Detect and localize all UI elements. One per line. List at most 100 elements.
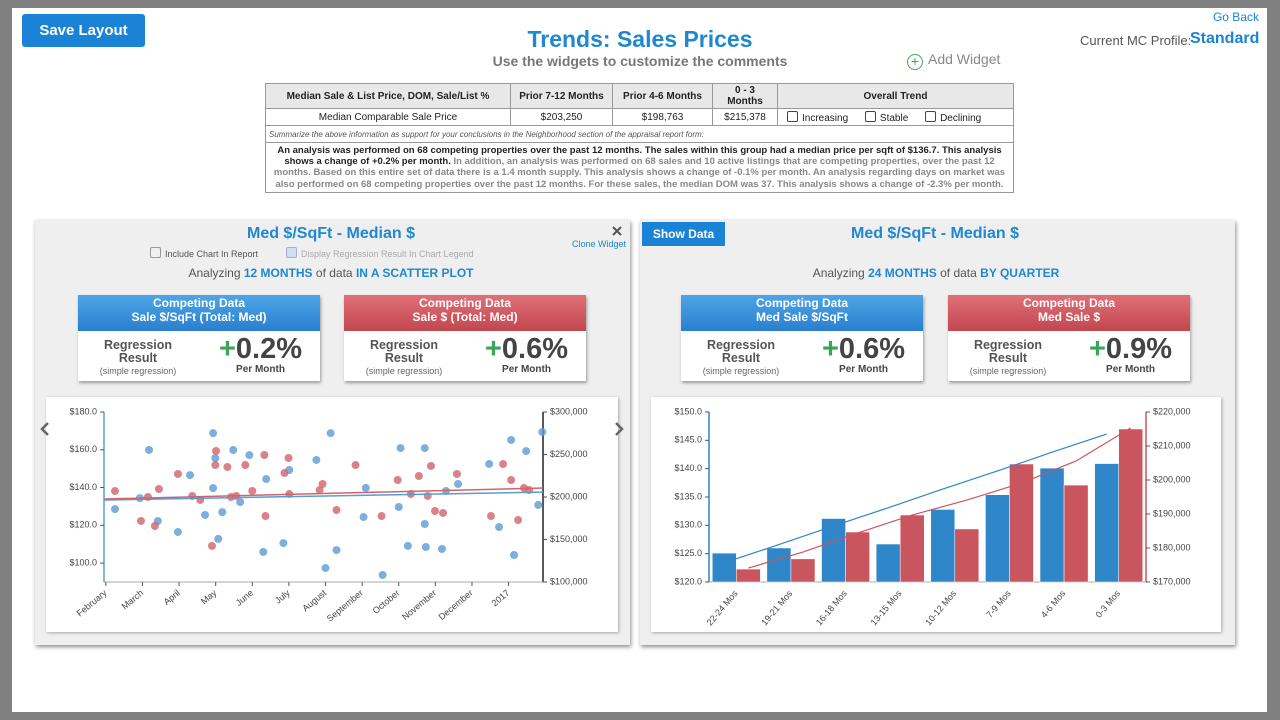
stat-card: Competing Data Med Sale $/SqFt Regression … [681, 295, 923, 381]
trend-options: Increasing Stable Declining [777, 108, 1014, 126]
card-unit: Per Month [502, 364, 551, 375]
scatter-point [522, 447, 531, 456]
bar [1118, 428, 1143, 583]
option-label: Include Chart In Report [165, 249, 259, 259]
show-data-button[interactable]: Show Data [642, 222, 725, 246]
header-cell: 0 - 3 Months [712, 83, 778, 109]
page-subtitle: Use the widgets to customize the comment… [492, 53, 788, 69]
value: 0.6% [501, 333, 569, 365]
profile-label: Current MC Profile: [1080, 33, 1192, 48]
y2-tick-label: $100,000 [550, 576, 588, 586]
card-header: Competing Data Sale $ (Total: Med) [344, 295, 586, 331]
x-tick-label: 7-9 Mos [984, 588, 1013, 620]
bar-chart: $120.0 $125.0 $130.0 $135.0 $140.0 $145.0 $150… [674, 406, 1191, 627]
scatter-point [321, 564, 330, 573]
bar [899, 514, 925, 583]
table-row: Median Comparable Sale Price $203,250 $1… [265, 108, 1014, 126]
checkbox[interactable] [150, 247, 161, 258]
add-widget-label[interactable]: Add Widget [928, 51, 1001, 67]
widget-title: Med $/SqFt - Median $ [246, 225, 415, 242]
text: Analyzing [812, 266, 865, 280]
card-header-line: Competing Data [418, 296, 511, 310]
bar [821, 518, 846, 583]
summary-bold: An analysis was performed on 68 competin… [277, 145, 1002, 168]
card-label: Regression Result [973, 338, 1043, 365]
card-value: +0.9% [1078, 333, 1183, 366]
scatter-point [452, 469, 461, 478]
scatter-point [218, 508, 227, 517]
card-header: Competing Data Med Sale $ [948, 295, 1190, 331]
prev-arrow[interactable] [38, 421, 52, 437]
bar [1009, 463, 1034, 583]
x-tick-label: 4-6 Mos [1039, 588, 1068, 620]
y2-tick-label: $180,000 [1153, 542, 1191, 552]
option[interactable]: Include Chart In Report [150, 247, 258, 259]
scatter-point [514, 516, 523, 525]
close-icon[interactable] [611, 225, 623, 237]
x-tick-label: 0-3 Mos [1093, 588, 1122, 620]
card-header-line: Sale $/SqFt (Total: Med) [131, 310, 267, 324]
option-label: Display Regression Result In Chart Legen… [301, 249, 474, 259]
option[interactable]: Display Regression Result In Chart Legen… [286, 247, 474, 259]
cell: $198,763 [612, 108, 713, 126]
checkbox[interactable] [925, 110, 937, 122]
x-tick-label: 10-12 Mos [923, 588, 958, 627]
x-tick-label: July [273, 587, 292, 605]
card-sublabel: (simple regression) [365, 366, 443, 376]
note: Summarize the above information as suppo… [265, 125, 1014, 143]
summary[interactable]: An analysis was performed on 68 competin… [265, 142, 1014, 193]
scatter-point [173, 527, 182, 536]
clone-widget-link[interactable]: Clone Widget [571, 239, 626, 249]
bar [790, 558, 816, 583]
table-header-row: Median Sale & List Price, DOM, Sale/List… [265, 83, 1014, 109]
scatter-point [229, 445, 238, 454]
stat-card: Competing Data Sale $/SqFt (Total: Med) Re… [78, 295, 320, 381]
plus-icon: + [907, 54, 923, 70]
scatter-point [209, 484, 218, 493]
scatter-point [378, 571, 387, 580]
card-unit: Per Month [1106, 364, 1155, 375]
card-value: +0.6% [811, 333, 916, 366]
cell: $215,378 [712, 108, 778, 126]
value: 0.9% [1105, 333, 1173, 365]
sign: + [484, 333, 502, 365]
header-cell: Prior 4-6 Months [612, 83, 713, 109]
scatter-point [259, 547, 268, 556]
checkbox[interactable] [864, 110, 876, 122]
card-header-line: Competing Data [755, 296, 848, 310]
scatter-point [212, 447, 221, 456]
header-cell: Prior 7-12 Months [510, 83, 613, 109]
x-tick-label: 13-15 Mos [869, 588, 904, 627]
scatter-point [507, 476, 516, 484]
analyzing-text: Analyzing 12 MONTHS of data IN A SCATTER… [81, 266, 581, 280]
highlight: IN A SCATTER PLOT [355, 266, 474, 280]
card-header: Competing Data Sale $/SqFt (Total: Med) [78, 295, 320, 331]
header-cell: Overall Trend [777, 83, 1014, 109]
scatter-point [262, 475, 271, 484]
add-widget[interactable]: + Add Widget [907, 51, 1000, 70]
scatter-point [110, 505, 119, 514]
scatter-point [510, 550, 519, 559]
card-header-line: Med Sale $/SqFt [755, 310, 849, 324]
value: 0.2% [235, 333, 303, 365]
bar [1039, 467, 1065, 583]
scatter-point [245, 451, 254, 460]
profile-value[interactable]: Standard [1190, 30, 1260, 47]
card-sublabel: (simple regression) [702, 366, 780, 376]
x-tick-label: 2017 [490, 588, 512, 609]
checkbox[interactable] [286, 247, 297, 258]
y2-tick-label: $190,000 [1153, 508, 1191, 518]
card-unit: Per Month [839, 364, 888, 375]
y2-tick-label: $300,000 [550, 406, 588, 416]
y-tick-label: $150.0 [674, 406, 702, 416]
checkbox[interactable] [787, 110, 798, 122]
go-back-link[interactable]: Go Back [1212, 10, 1259, 24]
page-title: Trends: Sales Prices [527, 26, 753, 52]
scatter-point [186, 471, 195, 480]
x-tick-label: October [371, 588, 402, 616]
scatter-point [507, 435, 516, 444]
scatter-point [150, 521, 159, 530]
save-layout-button[interactable]: Save Layout [22, 14, 145, 47]
card-header-line: Med Sale $ [1037, 310, 1101, 324]
next-arrow[interactable] [612, 421, 626, 437]
